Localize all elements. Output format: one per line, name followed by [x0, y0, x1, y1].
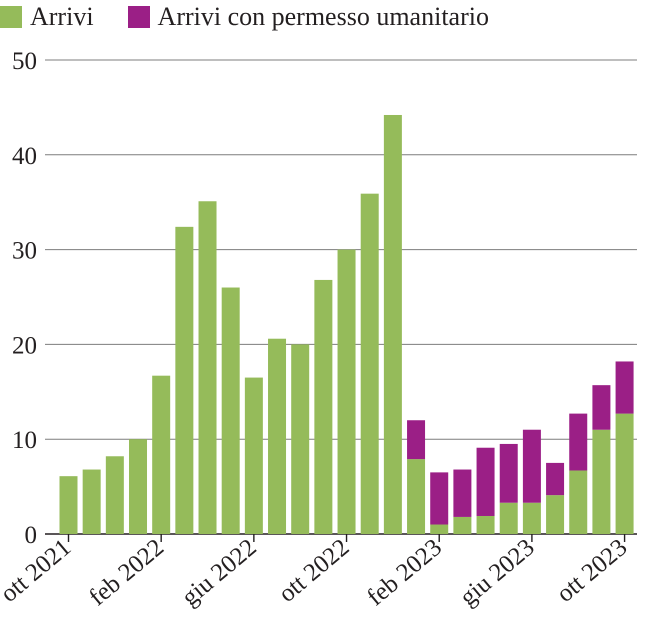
bar-arrivi-9: [268, 338, 287, 534]
x-tick-label-2: giu 2022: [177, 534, 262, 611]
bar-umanitario-22: [569, 413, 588, 471]
bar-arrivi-4: [152, 375, 171, 534]
bar-arrivi-17: [453, 516, 472, 534]
bar-umanitario-24: [615, 361, 634, 414]
x-tick-label-3: ott 2022: [274, 534, 355, 608]
bar-arrivi-6: [198, 201, 217, 534]
x-tick-label-0: ott 2021: [0, 534, 76, 608]
y-tick-label-30: 30: [12, 238, 37, 265]
y-tick-label-10: 10: [12, 427, 37, 454]
bar-umanitario-15: [407, 420, 426, 460]
bar-arrivi-14: [383, 114, 402, 534]
legend-label-umanitario: Arrivi con permesso umanitario: [157, 2, 489, 31]
legend-swatch-arrivi: [0, 6, 22, 28]
bar-arrivi-2: [105, 456, 124, 534]
bar-arrivi-16: [430, 524, 449, 534]
bar-arrivi-13: [360, 193, 379, 534]
bar-umanitario-18: [476, 447, 495, 516]
legend: Arrivi Arrivi con permesso umanitario: [0, 2, 523, 32]
legend-label-arrivi: Arrivi: [30, 2, 94, 31]
bar-arrivi-7: [221, 287, 240, 534]
y-tick-label-50: 50: [12, 48, 37, 75]
bar-umanitario-19: [499, 443, 518, 503]
bar-umanitario-20: [522, 429, 541, 503]
y-tick-label-0: 0: [25, 522, 38, 549]
y-tick-label-40: 40: [12, 143, 37, 170]
bar-umanitario-16: [430, 472, 449, 525]
bar-arrivi-8: [244, 377, 263, 534]
bar-arrivi-15: [407, 459, 426, 534]
bar-arrivi-20: [522, 502, 541, 534]
bar-arrivi-11: [314, 279, 333, 534]
bar-umanitario-23: [592, 385, 611, 430]
legend-item-umanitario: Arrivi con permesso umanitario: [127, 2, 489, 32]
bar-arrivi-19: [499, 502, 518, 534]
bar-arrivi-0: [59, 476, 78, 534]
x-tick-label-5: giu 2023: [455, 534, 540, 611]
bar-arrivi-12: [337, 249, 356, 534]
bar-arrivi-22: [569, 470, 588, 534]
legend-item-arrivi: Arrivi: [0, 2, 94, 32]
bar-arrivi-21: [546, 495, 565, 534]
bar-arrivi-5: [175, 226, 194, 534]
legend-swatch-umanitario: [127, 6, 150, 28]
bar-arrivi-23: [592, 429, 611, 534]
bar-arrivi-18: [476, 515, 495, 534]
y-tick-label-20: 20: [12, 332, 37, 359]
x-tick-label-4: feb 2023: [362, 534, 447, 611]
bar-arrivi-3: [129, 439, 148, 534]
bar-umanitario-17: [453, 469, 472, 517]
bar-arrivi-10: [291, 344, 310, 534]
bar-umanitario-21: [546, 462, 565, 496]
bar-arrivi-1: [82, 469, 101, 534]
x-tick-label-6: ott 2023: [552, 534, 633, 608]
bar-arrivi-24: [615, 413, 634, 534]
x-tick-label-1: feb 2022: [84, 534, 169, 611]
